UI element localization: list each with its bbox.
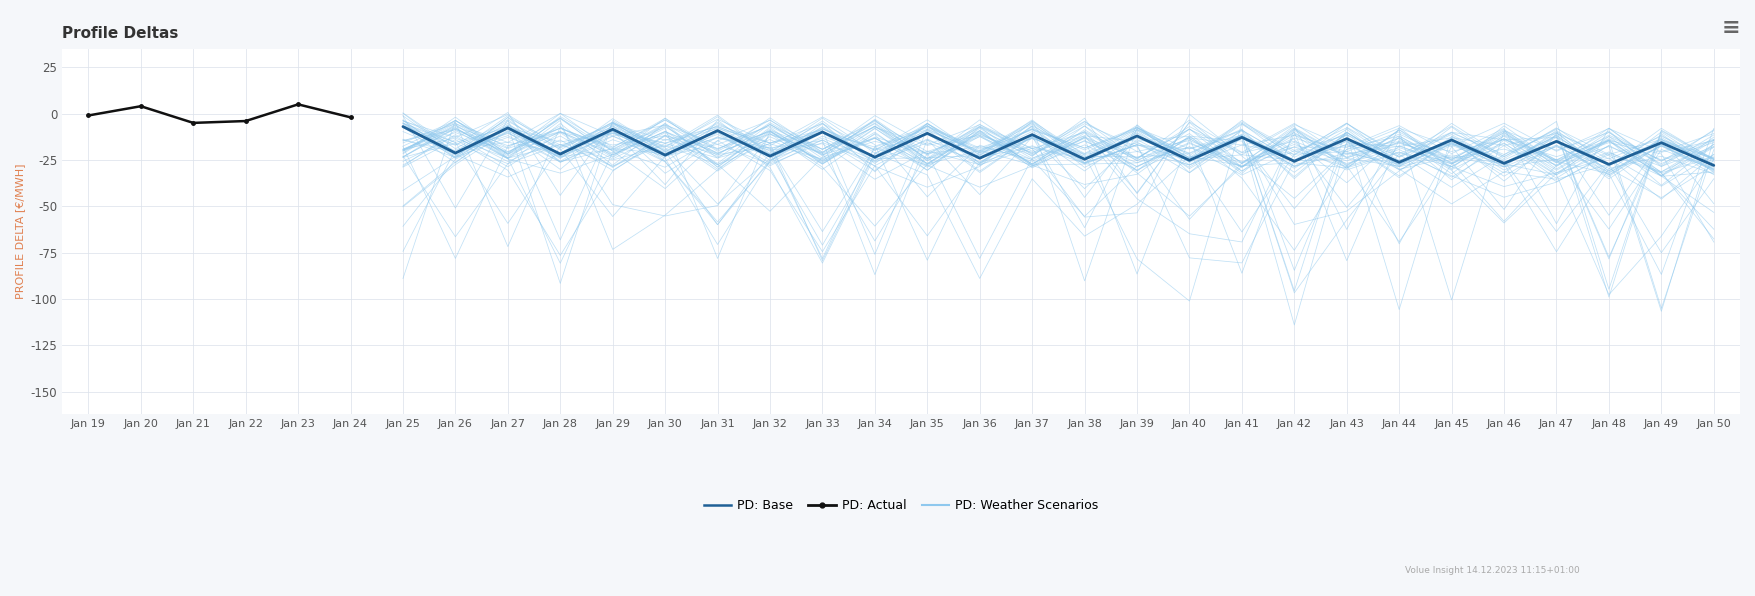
PD: Base: (7, -21.3): Base: (7, -21.3) <box>444 150 465 157</box>
PD: Actual: (1, 4): Actual: (1, 4) <box>130 103 151 110</box>
PD: Base: (17, -24.1): Base: (17, -24.1) <box>969 154 990 162</box>
Text: ≡: ≡ <box>1722 18 1739 38</box>
PD: Base: (18, -11.3): Base: (18, -11.3) <box>1021 131 1042 138</box>
PD: Actual: (3, -4): Actual: (3, -4) <box>235 117 256 125</box>
PD: Base: (24, -13.5): Base: (24, -13.5) <box>1336 135 1357 142</box>
PD: Base: (19, -24.6): Base: (19, -24.6) <box>1074 156 1095 163</box>
PD: Base: (9, -21.8): Base: (9, -21.8) <box>549 151 570 158</box>
PD: Base: (11, -22.4): Base: (11, -22.4) <box>655 151 676 159</box>
PD: Base: (6, -7): Base: (6, -7) <box>393 123 414 130</box>
PD: Base: (25, -26.3): Base: (25, -26.3) <box>1388 159 1409 166</box>
PD: Base: (30, -15.7): Base: (30, -15.7) <box>1651 139 1673 146</box>
PD: Base: (31, -27.9): Base: (31, -27.9) <box>1704 162 1725 169</box>
PD: Base: (29, -27.4): Base: (29, -27.4) <box>1599 161 1620 168</box>
Line: PD: Actual: PD: Actual <box>86 103 353 125</box>
PD: Base: (12, -9.17): Base: (12, -9.17) <box>707 127 728 134</box>
PD: Base: (13, -22.9): Base: (13, -22.9) <box>760 153 781 160</box>
PD: Base: (8, -7.72): Base: (8, -7.72) <box>497 125 518 132</box>
Line: PD: Base: PD: Base <box>404 126 1715 166</box>
PD: Actual: (4, 5): Actual: (4, 5) <box>288 101 309 108</box>
PD: Base: (28, -15): Base: (28, -15) <box>1546 138 1567 145</box>
PD: Base: (14, -9.9): Base: (14, -9.9) <box>813 128 834 135</box>
PD: Base: (27, -26.8): Base: (27, -26.8) <box>1494 160 1515 167</box>
PD: Base: (10, -8.45): Base: (10, -8.45) <box>602 126 623 133</box>
PD: Actual: (0, -1): Actual: (0, -1) <box>77 112 98 119</box>
Legend: PD: Base, PD: Actual, PD: Weather Scenarios: PD: Base, PD: Actual, PD: Weather Scenar… <box>698 494 1104 517</box>
PD: Base: (21, -25.2): Base: (21, -25.2) <box>1179 157 1200 164</box>
PD: Base: (20, -12.1): Base: (20, -12.1) <box>1127 132 1148 139</box>
PD: Base: (22, -12.8): Base: (22, -12.8) <box>1232 134 1253 141</box>
PD: Base: (15, -23.5): Base: (15, -23.5) <box>863 154 885 161</box>
PD: Actual: (2, -5): Actual: (2, -5) <box>183 119 204 126</box>
PD: Base: (23, -25.7): Base: (23, -25.7) <box>1285 158 1306 165</box>
Y-axis label: PROFILE DELTA [€/MWH]: PROFILE DELTA [€/MWH] <box>16 163 25 299</box>
PD: Base: (16, -10.6): Base: (16, -10.6) <box>916 130 937 137</box>
PD: Base: (26, -14.2): Base: (26, -14.2) <box>1441 136 1462 144</box>
Text: Profile Deltas: Profile Deltas <box>61 26 179 41</box>
Text: Volue Insight 14.12.2023 11:15+01:00: Volue Insight 14.12.2023 11:15+01:00 <box>1404 566 1580 575</box>
PD: Actual: (5, -2): Actual: (5, -2) <box>340 114 362 121</box>
